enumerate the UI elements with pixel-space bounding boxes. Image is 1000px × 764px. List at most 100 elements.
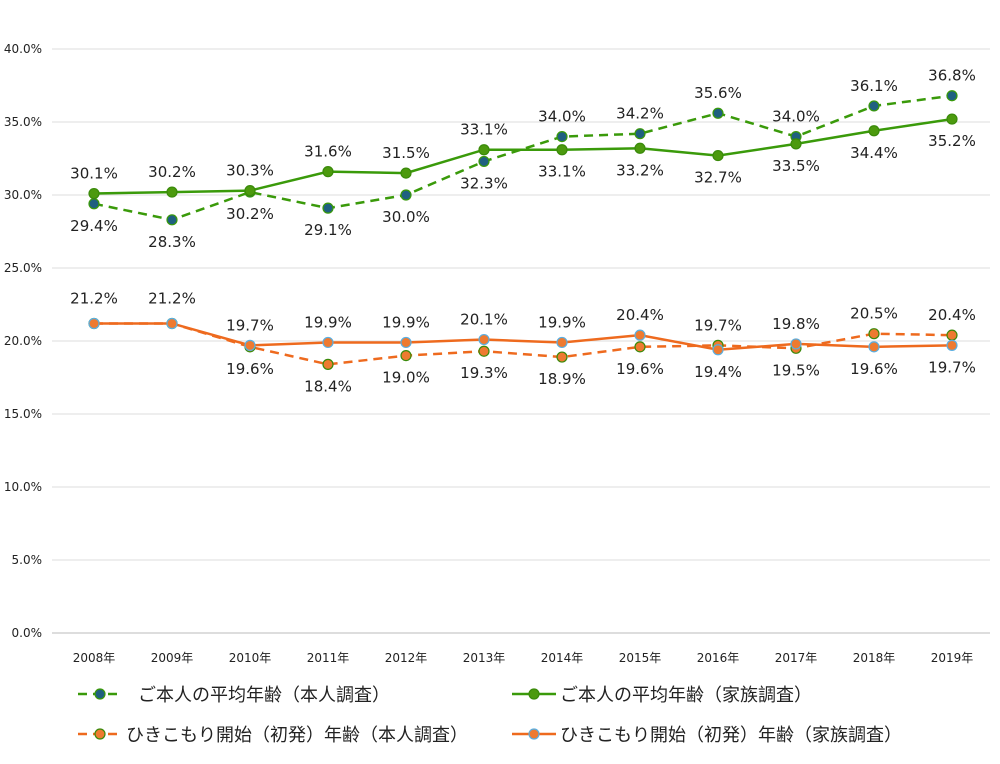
- series-lines: [93, 94, 953, 366]
- data-point: [478, 144, 490, 156]
- data-point: [322, 336, 334, 349]
- x-tick-label: 2017年: [775, 651, 818, 665]
- y-tick-label: 15.0%: [4, 407, 42, 421]
- legend-label-4: ひきこもり開始（初発）年齢（家族調査）: [560, 725, 902, 746]
- data-label: 33.2%: [616, 161, 664, 179]
- x-tick-label: 2016年: [697, 651, 740, 665]
- y-tick-label: 30.0%: [4, 188, 42, 202]
- data-label: 36.8%: [928, 67, 976, 85]
- legend-label-3: ひきこもり開始（初発）年齢（本人調査）: [126, 725, 468, 746]
- x-axis-ticks: 2008年 2009年 2010年 2011年 2012年 2013年 2014年 2015年…: [73, 651, 974, 665]
- legend-marker-4: [528, 728, 540, 740]
- data-point: [946, 339, 958, 351]
- data-point: [88, 187, 100, 200]
- x-tick-label: 2010年: [229, 651, 272, 665]
- x-tick-label: 2008年: [73, 651, 116, 665]
- data-point: [712, 344, 724, 356]
- data-point: [868, 125, 880, 137]
- data-label: 28.3%: [148, 233, 196, 251]
- legend-label-1: ご本人の平均年齢（本人調査）: [138, 685, 390, 706]
- data-point: [556, 336, 568, 349]
- data-point: [400, 350, 412, 362]
- data-point: [322, 166, 334, 178]
- data-label: 32.7%: [694, 169, 742, 187]
- data-point: [400, 336, 412, 349]
- y-tick-label: 35.0%: [4, 115, 42, 129]
- data-label: 35.6%: [694, 84, 742, 102]
- data-point: [634, 142, 646, 154]
- data-label: 19.0%: [382, 369, 430, 387]
- data-label: 36.1%: [850, 77, 898, 95]
- y-axis-ticks: 0.0% 5.0% 10.0% 15.0% 20.0% 25.0% 30.0% 35.0% 40…: [4, 42, 42, 640]
- data-point: [712, 107, 724, 119]
- legend-marker-3: [94, 728, 106, 740]
- x-tick-label: 2013年: [463, 651, 506, 665]
- data-point: [322, 358, 334, 370]
- legend-marker-2: [528, 688, 540, 700]
- x-tick-label: 2019年: [931, 651, 974, 665]
- y-tick-label: 5.0%: [12, 553, 43, 567]
- data-label: 31.6%: [304, 143, 352, 161]
- series-line-2: [93, 117, 953, 195]
- data-label: 19.5%: [772, 361, 820, 379]
- x-tick-label: 2011年: [307, 651, 350, 665]
- data-label: 20.5%: [850, 305, 898, 323]
- data-point: [946, 113, 958, 125]
- y-tick-label: 40.0%: [4, 42, 42, 56]
- data-label: 32.3%: [460, 174, 508, 192]
- data-label: 21.2%: [148, 289, 196, 307]
- data-point: [244, 185, 256, 197]
- data-label: 29.4%: [70, 217, 118, 235]
- data-label: 30.1%: [70, 165, 118, 183]
- y-tick-label: 25.0%: [4, 261, 42, 275]
- data-label: 19.3%: [460, 364, 508, 382]
- data-point: [946, 329, 958, 341]
- legend-label-2: ご本人の平均年齢（家族調査）: [560, 685, 812, 706]
- data-point: [88, 317, 100, 330]
- data-label: 34.2%: [616, 105, 664, 123]
- data-point: [478, 155, 490, 168]
- data-label: 30.3%: [226, 162, 274, 180]
- data-point: [790, 338, 802, 350]
- series-line-4: [94, 322, 953, 352]
- series-markers: [88, 90, 958, 370]
- data-label: 19.6%: [616, 360, 664, 378]
- data-label: 19.9%: [304, 313, 352, 331]
- y-tick-label: 10.0%: [4, 480, 42, 494]
- data-point: [166, 186, 178, 198]
- data-label: 20.1%: [460, 311, 508, 329]
- x-tick-label: 2014年: [541, 651, 584, 665]
- data-point: [166, 214, 178, 226]
- data-label: 29.1%: [304, 221, 352, 239]
- data-point: [868, 341, 880, 353]
- data-point: [556, 144, 568, 156]
- data-label: 34.0%: [772, 108, 820, 126]
- y-tick-label: 20.0%: [4, 334, 42, 348]
- data-label: 18.9%: [538, 370, 586, 388]
- data-label: 19.6%: [226, 360, 274, 378]
- data-point: [322, 202, 334, 214]
- data-point: [88, 198, 100, 210]
- data-label: 19.7%: [928, 358, 976, 376]
- data-label: 19.7%: [226, 316, 274, 334]
- series-line-1: [93, 94, 953, 222]
- data-label: 34.4%: [850, 144, 898, 162]
- data-point: [400, 167, 412, 179]
- x-tick-label: 2012年: [385, 651, 428, 665]
- data-label: 31.5%: [382, 144, 430, 162]
- data-label: 33.1%: [460, 121, 508, 139]
- x-tick-label: 2015年: [619, 651, 662, 665]
- y-tick-label: 0.0%: [12, 626, 43, 640]
- data-point: [556, 351, 568, 363]
- data-label: 30.0%: [382, 208, 430, 226]
- data-label: 20.4%: [616, 306, 664, 324]
- data-label: 19.7%: [694, 316, 742, 334]
- legend: ご本人の平均年齢（本人調査） ご本人の平均年齢（家族調査） ひきこもり開始（初発）年…: [78, 685, 902, 746]
- data-label: 30.2%: [226, 205, 274, 223]
- data-label: 34.0%: [538, 108, 586, 126]
- data-point: [634, 329, 646, 341]
- data-point: [634, 341, 646, 353]
- series-line-3: [94, 322, 953, 366]
- data-point: [712, 149, 724, 162]
- data-point: [868, 100, 880, 112]
